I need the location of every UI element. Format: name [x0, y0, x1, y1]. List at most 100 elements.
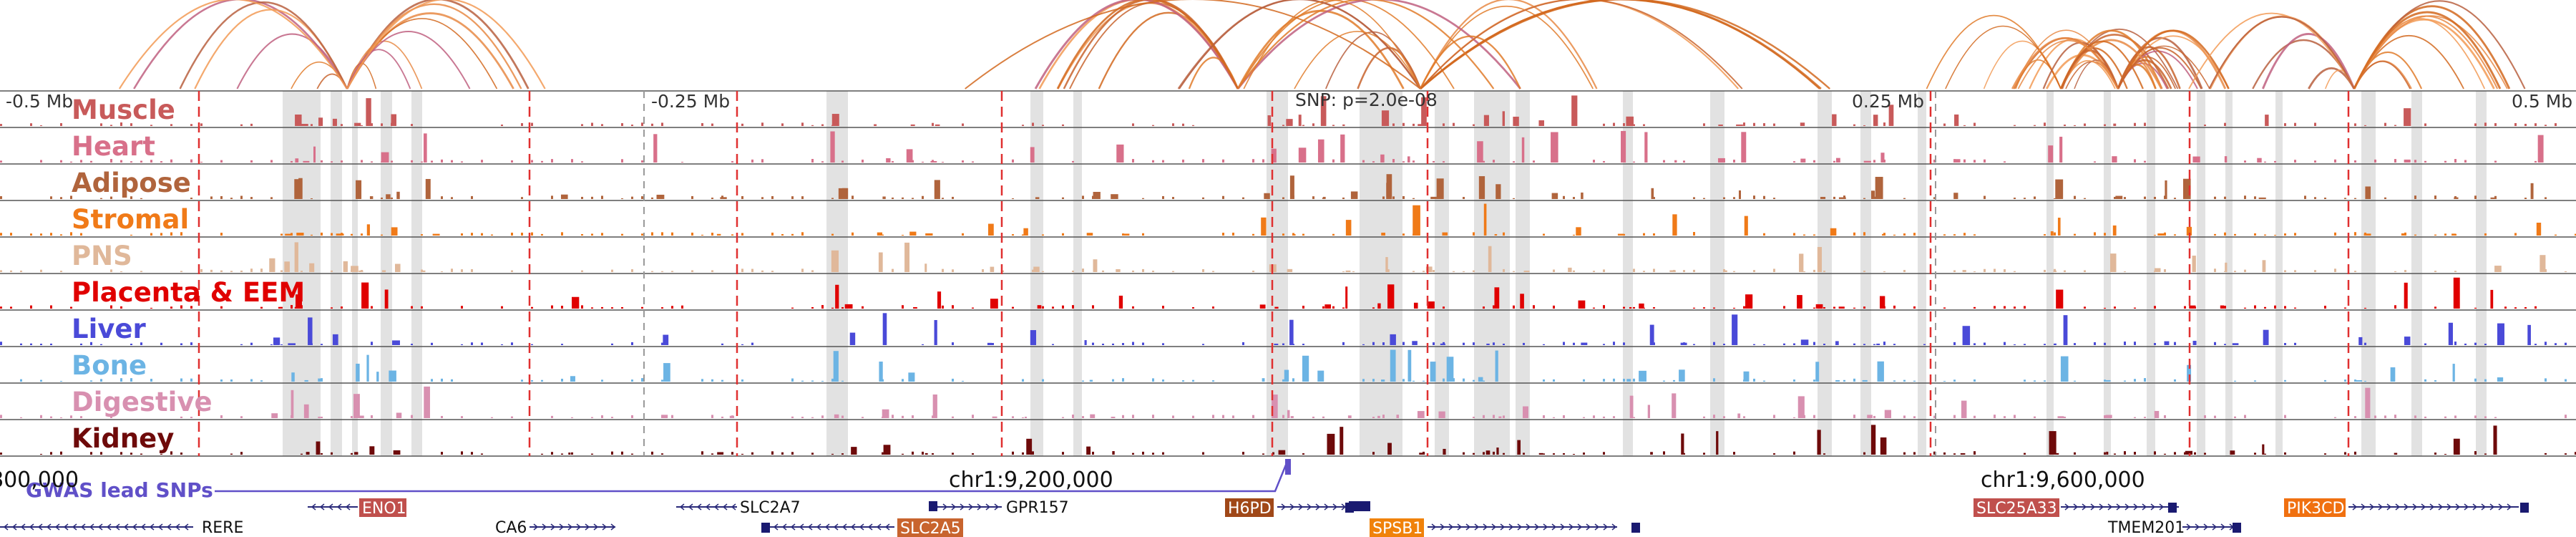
signal-noise — [1763, 195, 1765, 199]
signal-noise — [1332, 306, 1335, 309]
signal-noise — [2394, 271, 2396, 272]
track-label-pns: PNS — [72, 241, 132, 271]
signal-peak — [295, 114, 302, 126]
signal-noise — [1853, 415, 1855, 418]
signal-noise — [701, 234, 703, 236]
signal-noise — [1142, 233, 1144, 236]
signal-noise — [1563, 453, 1565, 455]
signal-noise — [651, 451, 653, 455]
signal-noise — [1192, 415, 1194, 418]
signal-peak — [1815, 304, 1823, 309]
signal-noise — [1162, 160, 1164, 163]
signal-peak — [361, 282, 369, 309]
gene-box-bg — [897, 518, 963, 537]
loop-arcs-layer — [118, 0, 2526, 90]
signal-noise — [892, 197, 894, 199]
gene-label-slc2a7: SLC2A7 — [740, 499, 801, 517]
signal-noise — [1883, 159, 1885, 163]
signal-noise — [841, 415, 844, 418]
loop-arc — [2059, 39, 2162, 90]
signal-peak — [2490, 197, 2496, 199]
signal-noise — [2424, 379, 2426, 382]
signal-noise — [641, 196, 643, 199]
signal-noise — [711, 232, 713, 236]
signal-noise — [1142, 268, 1144, 272]
loop-arc — [236, 33, 348, 90]
signal-noise — [771, 232, 774, 236]
signal-noise — [481, 453, 483, 455]
strand-arrow — [175, 523, 180, 531]
signal-peak — [2358, 337, 2363, 345]
gene-box-pik3cd: PIK3CD — [2284, 498, 2346, 518]
signal-noise — [1763, 233, 1765, 236]
signal-peak — [2537, 135, 2544, 163]
signal-peak — [354, 452, 358, 455]
signal-noise — [2444, 416, 2446, 418]
signal-noise — [2394, 305, 2396, 309]
signal-noise — [862, 306, 864, 309]
signal-noise — [451, 268, 453, 272]
signal-noise — [1222, 232, 1224, 236]
signal-noise — [170, 306, 172, 309]
signal-noise — [611, 451, 613, 455]
signal-noise — [1362, 379, 1365, 382]
signal-noise — [571, 159, 573, 163]
gene-box-label: SLC25A33 — [1976, 500, 2057, 518]
signal-noise — [2434, 380, 2436, 382]
coordinate-label: chr1:9,200,000 — [949, 468, 1113, 493]
signal-peak — [1732, 314, 1738, 345]
signal-noise — [1012, 451, 1014, 455]
signal-noise — [1493, 415, 1495, 418]
gene-box-bg — [1974, 498, 2059, 517]
signal-noise — [2514, 122, 2517, 126]
loop-arc — [1945, 25, 2062, 90]
signal-noise — [2194, 343, 2196, 345]
signal-noise — [1643, 271, 1645, 272]
gene-box-eno1: ENO1 — [359, 498, 406, 518]
signal-noise — [1302, 306, 1304, 309]
signal-noise — [1443, 123, 1445, 126]
signal-noise — [220, 415, 223, 418]
signal-noise — [2494, 160, 2497, 163]
strand-arrow — [1324, 503, 1330, 511]
signal-noise — [2124, 271, 2126, 272]
signal-noise — [771, 195, 774, 199]
signal-peak — [1116, 268, 1121, 272]
signal-noise — [1473, 270, 1475, 272]
signal-noise — [1022, 379, 1024, 382]
strand-arrow — [1611, 523, 1617, 531]
signal-noise — [1402, 122, 1405, 126]
signal-noise — [501, 125, 503, 126]
signal-peak — [1551, 193, 1558, 199]
signal-noise — [270, 270, 273, 272]
signal-noise — [1052, 306, 1054, 309]
signal-noise — [1743, 416, 1745, 418]
signal-noise — [2104, 307, 2106, 309]
strand-arrow — [688, 503, 693, 511]
signal-noise — [2244, 269, 2246, 272]
strand-arrow — [2124, 503, 2130, 511]
signal-peak — [925, 233, 933, 236]
signal-peak — [1576, 227, 1581, 236]
signal-noise — [341, 306, 343, 309]
signal-noise — [661, 342, 663, 345]
signal-peak — [1961, 400, 1967, 418]
loop-arc — [1420, 0, 1743, 90]
signal-noise — [2114, 161, 2116, 163]
signal-noise — [1623, 306, 1625, 309]
signal-noise — [1853, 124, 1855, 126]
signal-noise — [2514, 307, 2517, 309]
strand-arrow — [1483, 523, 1488, 531]
signal-noise — [30, 343, 32, 345]
signal-peak — [1835, 379, 1840, 382]
signal-noise — [1883, 306, 1885, 309]
signal-peak — [366, 354, 369, 382]
signal-noise — [1803, 271, 1805, 272]
signal-peak — [830, 131, 835, 163]
signal-noise — [661, 271, 663, 272]
signal-noise — [150, 233, 152, 236]
signal-peak — [1118, 295, 1123, 309]
signal-noise — [40, 344, 42, 345]
signal-noise — [80, 233, 82, 236]
signal-peak — [1815, 362, 1820, 382]
